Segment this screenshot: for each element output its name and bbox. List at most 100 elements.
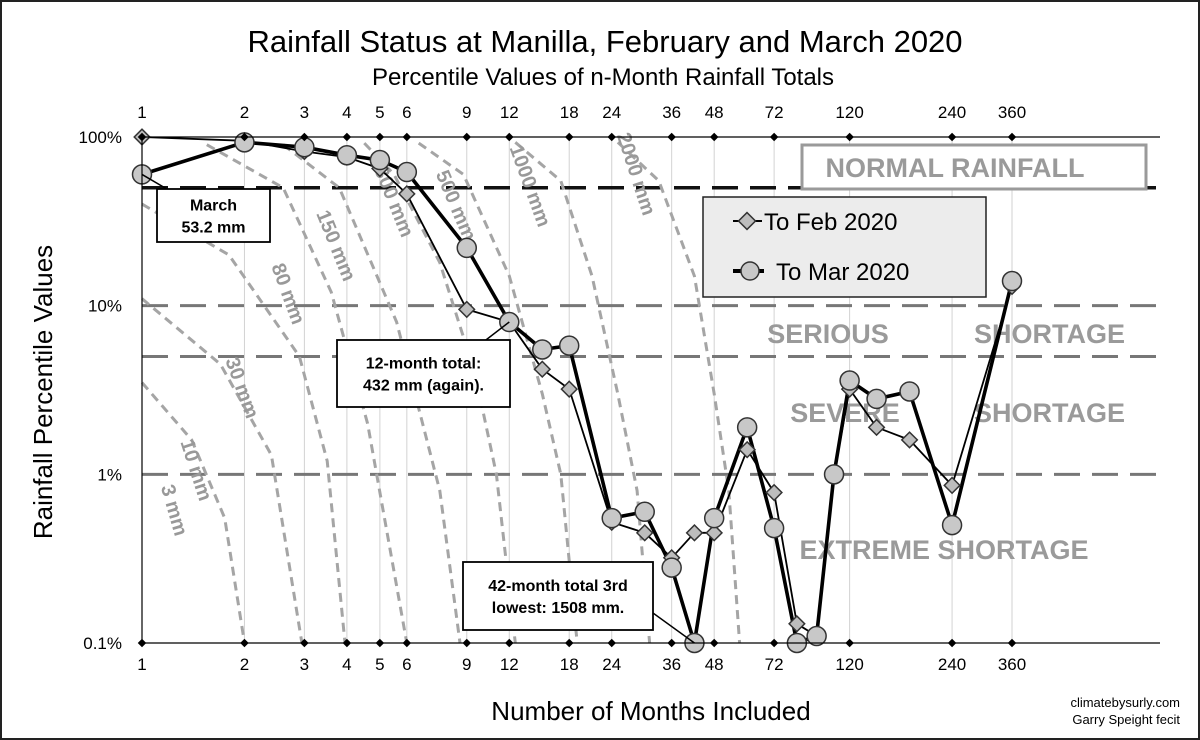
x-tick-top-240: 240	[938, 103, 966, 122]
x-tick-bottom-4: 4	[342, 655, 351, 674]
top-tick-mark-12	[505, 132, 514, 142]
bottom-tick-mark-5	[375, 638, 385, 648]
callout-text-twelve-1: 432 mm (again).	[363, 378, 484, 395]
x-tick-top-5: 5	[375, 103, 384, 122]
x-tick-bottom-6: 6	[402, 655, 411, 674]
isohyet-300-mm	[363, 142, 517, 644]
point-feb-42	[685, 523, 704, 542]
point-feb-15	[533, 360, 552, 379]
point-mar-48	[703, 507, 725, 529]
x-tick-bottom-72: 72	[765, 655, 784, 674]
x-tick-top-48: 48	[705, 103, 724, 122]
y-tick-10: 10%	[88, 297, 122, 316]
point-feb-48	[705, 523, 724, 542]
bottom-tick-mark-3	[300, 638, 309, 648]
y-axis-label: Rainfall Percentile Values	[28, 245, 58, 539]
callouts: March 53.2 mm 12-month total: 432 mm (again…	[141, 173, 695, 644]
bottom-tick-mark-48	[709, 638, 719, 648]
chart-subtitle: Percentile Values of n-Month Rainfall To…	[372, 64, 834, 91]
bottom-tick-mark-120	[845, 638, 854, 648]
point-mar-15	[532, 339, 553, 360]
point-feb-9	[457, 300, 476, 319]
point-mar-36	[661, 557, 682, 578]
point-mar-30	[634, 501, 655, 523]
x-tick-bottom-2: 2	[240, 655, 249, 674]
y-tick-0-1: 0.1%	[83, 634, 122, 653]
axes	[137, 132, 1160, 648]
point-mar-144	[866, 388, 887, 410]
isohyet-150-mm	[282, 143, 462, 644]
point-feb-240	[943, 476, 961, 495]
x-tick-bottom-3: 3	[300, 655, 309, 674]
point-feb-60	[738, 440, 757, 459]
bottom-tick-mark-72	[769, 638, 779, 648]
callout-text-march-0: March	[190, 198, 237, 215]
isohyet-3-mm	[140, 381, 246, 644]
x-tick-bottom-18: 18	[560, 655, 579, 674]
x-tick-top-12: 12	[500, 103, 519, 122]
zone-label-normal: NORMAL RAINFALL	[826, 153, 1085, 183]
legend-label-feb: To Feb 2020	[764, 209, 897, 236]
point-feb-6	[397, 185, 416, 203]
bottom-tick-mark-9	[462, 638, 472, 648]
point-mar-5	[369, 149, 391, 171]
point-mar-9	[456, 237, 478, 259]
bottom-tick-mark-360	[1007, 638, 1017, 648]
point-feb-144	[867, 418, 886, 437]
point-mar-18	[558, 335, 580, 356]
x-tick-top-18: 18	[560, 103, 579, 122]
isohyet-10-mm	[141, 297, 304, 644]
x-tick-top-72: 72	[765, 103, 784, 122]
point-mar-4	[336, 144, 358, 166]
point-mar-72	[763, 517, 785, 539]
top-tick-mark-5	[375, 132, 385, 142]
point-mar-108	[823, 464, 845, 485]
x-tick-top-36: 36	[662, 103, 681, 122]
top-tick-mark-1	[137, 132, 147, 142]
point-feb-72	[765, 483, 783, 502]
point-mar-24	[601, 507, 622, 529]
point-mar-240	[941, 514, 963, 536]
x-axis-label: Number of Months Included	[491, 696, 810, 726]
callout-box-march	[156, 188, 271, 243]
data-series	[131, 128, 1023, 654]
bottom-tick-mark-36	[667, 638, 676, 648]
bottom-tick-mark-24	[607, 638, 616, 648]
legend-circle-icon	[740, 261, 760, 281]
point-mar-96	[806, 625, 827, 647]
x-tick-top-9: 9	[462, 103, 471, 122]
x-tick-bottom-48: 48	[705, 655, 724, 674]
top-tick-mark-6	[402, 132, 412, 142]
legend-diamond-icon	[737, 211, 757, 231]
x-tick-bottom-24: 24	[602, 655, 621, 674]
point-mar-6	[396, 161, 418, 183]
x-tick-bottom-120: 120	[835, 655, 863, 674]
chart-title: Rainfall Status at Manilla, February and…	[247, 24, 962, 59]
legend-label-mar: To Mar 2020	[776, 259, 909, 286]
x-tick-bottom-9: 9	[462, 655, 471, 674]
point-feb-180	[900, 431, 919, 449]
x-tick-bottom-5: 5	[375, 655, 384, 674]
zone-label-severe-b: SHORTAGE	[974, 398, 1125, 428]
y-tick-1: 1%	[97, 465, 122, 484]
x-tick-top-2: 2	[240, 103, 249, 122]
y-tick-100: 100%	[79, 128, 122, 147]
legend: To Feb 2020 To Mar 2020	[702, 196, 987, 298]
isohyet-1000-mm	[514, 141, 652, 644]
point-mar-60	[736, 417, 758, 438]
x-tick-bottom-36: 36	[662, 655, 681, 674]
zone-label-extreme: EXTREME SHORTAGE	[799, 535, 1088, 565]
x-tick-bottom-1: 1	[137, 655, 146, 674]
point-mar-180	[899, 381, 920, 402]
isohyet-2000-mm	[616, 141, 742, 644]
bottom-tick-mark-18	[564, 638, 574, 648]
tick-labels: 1122334455669912121818242436364848727212…	[79, 103, 1027, 674]
callout-text-march-1: 53.2 mm	[181, 220, 245, 237]
bottom-tick-mark-6	[402, 638, 412, 648]
credit-author: Garry Speight fecit	[1072, 712, 1180, 727]
point-mar-360	[1001, 270, 1023, 292]
x-tick-bottom-12: 12	[500, 655, 519, 674]
top-tick-mark-2	[240, 132, 249, 142]
